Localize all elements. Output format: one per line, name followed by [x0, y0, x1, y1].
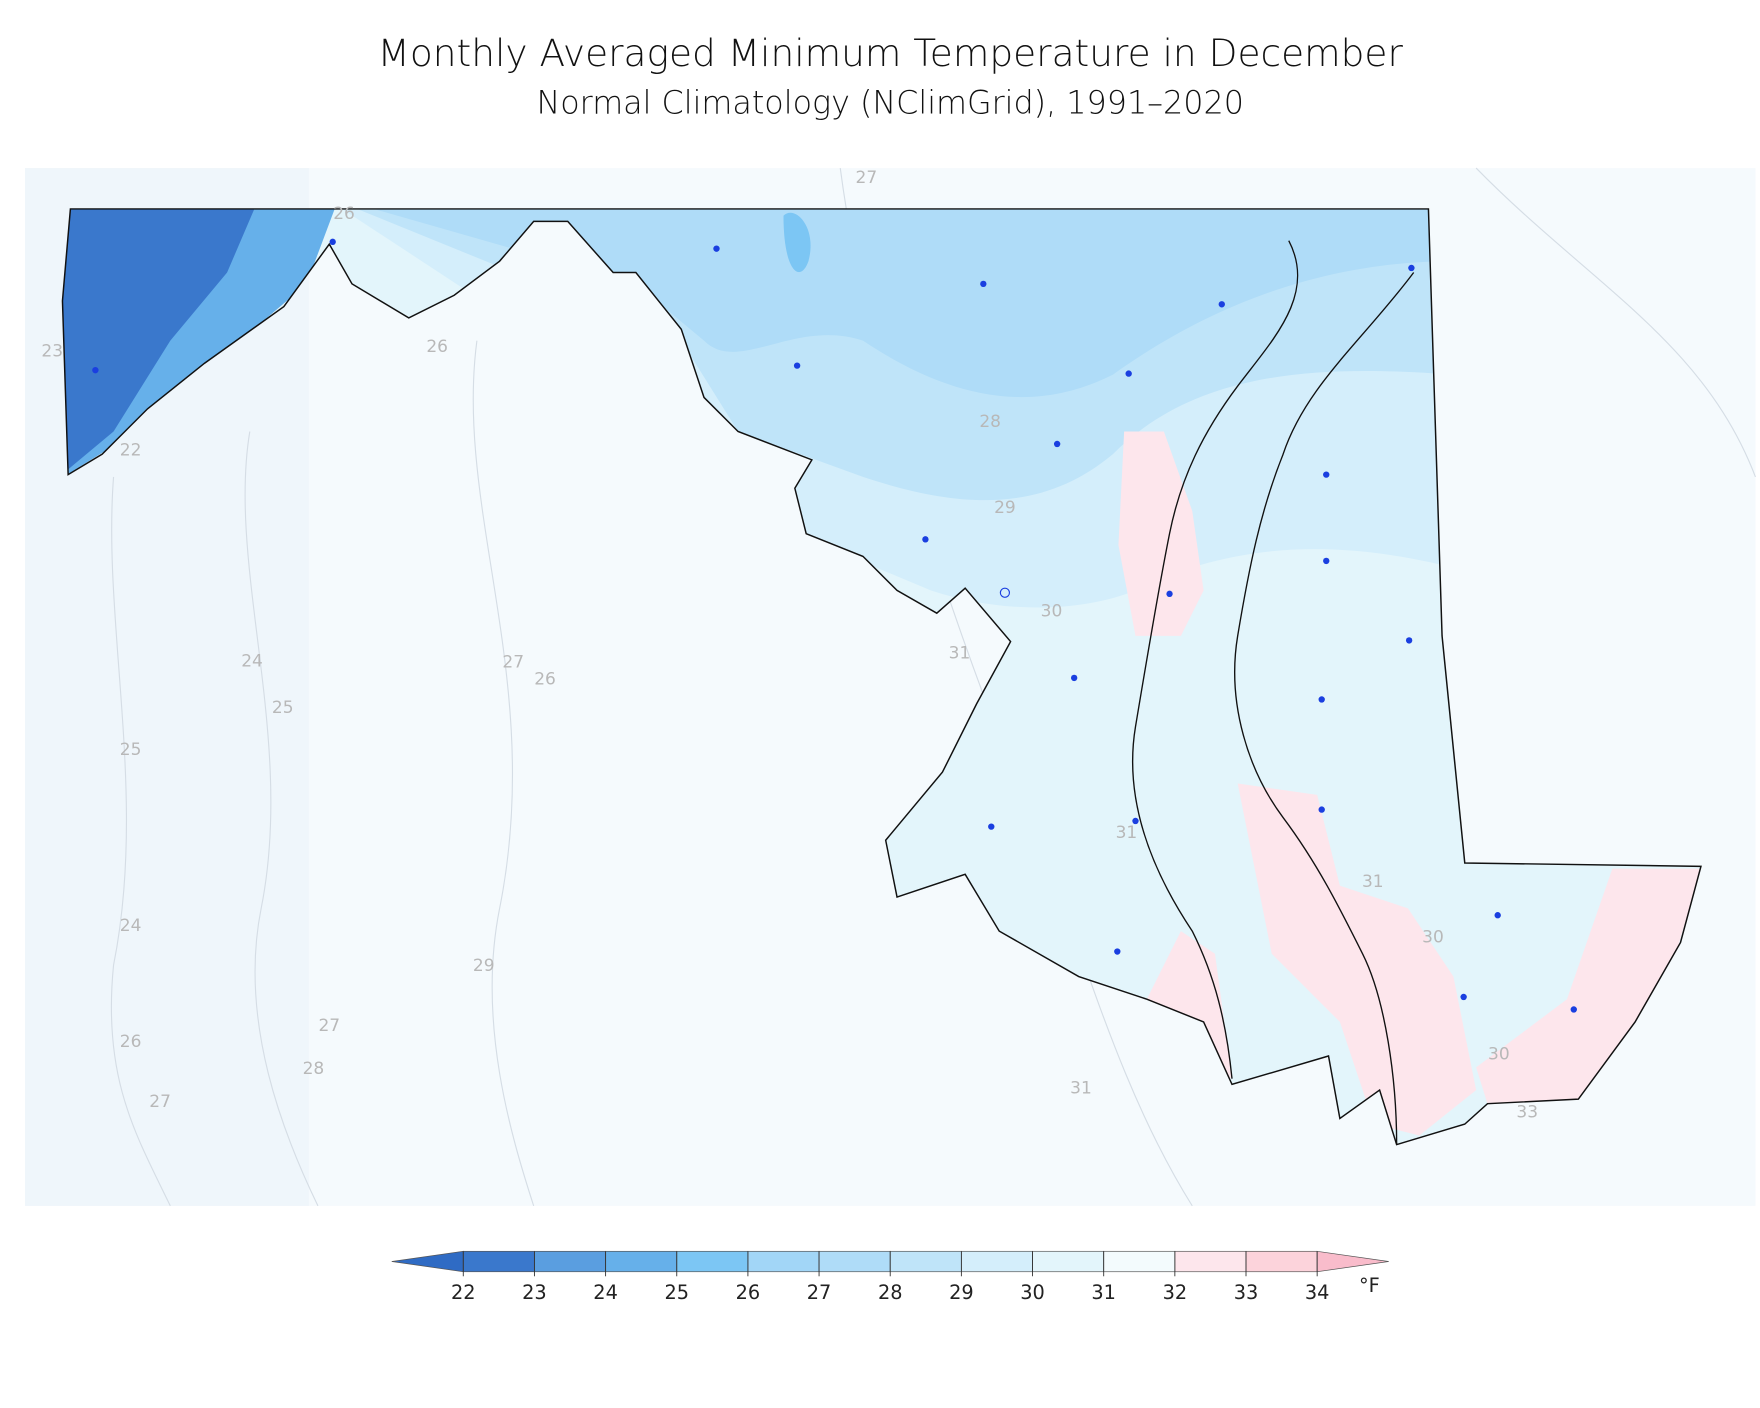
colorbar-segment — [462, 1250, 535, 1273]
station-dot — [329, 238, 336, 246]
colorbar-segment — [676, 1250, 749, 1273]
colorbar: 22 23 24 25 26 27 28 29 30 31 32 33 34 °F — [391, 1250, 1389, 1304]
colorbar-tick-label: 32 — [1163, 1281, 1188, 1304]
contour-label: 24 — [241, 652, 263, 672]
colorbar-tick-label: 26 — [736, 1281, 761, 1304]
contour-label: 26 — [333, 204, 355, 224]
station-dot — [713, 245, 720, 252]
station-dot — [1460, 993, 1467, 1001]
station-dot — [1125, 370, 1132, 377]
colorbar-tick-label: 33 — [1234, 1281, 1259, 1304]
colorbar-segment — [605, 1250, 678, 1273]
contour-label: 27 — [856, 168, 878, 188]
colorbar-segment — [1245, 1250, 1318, 1273]
contour-label: 26 — [534, 670, 556, 690]
colorbar-segment — [747, 1250, 820, 1273]
station-dot — [1405, 637, 1413, 644]
contour-label: 27 — [502, 653, 524, 673]
colorbar-tick-label: 28 — [878, 1281, 903, 1304]
contour-label: 25 — [120, 740, 142, 760]
contour-label: 25 — [272, 698, 294, 718]
contour-label: 29 — [994, 498, 1016, 518]
station-dot — [1218, 301, 1225, 308]
contour-label: 28 — [303, 1059, 325, 1079]
colorbar-tick-label: 29 — [949, 1281, 974, 1304]
contour-label: 31 — [1362, 872, 1384, 892]
contour-label: 26 — [426, 337, 448, 357]
contour-label: 30 — [1422, 927, 1444, 947]
station-dot — [1318, 806, 1325, 813]
station-dot — [1494, 912, 1501, 919]
colorbar-tick-label: 34 — [1305, 1281, 1330, 1304]
station-dot — [1323, 471, 1330, 478]
station-dot — [922, 536, 929, 543]
colorbar-tick-label: 30 — [1020, 1281, 1045, 1304]
contour-label: 31 — [1116, 823, 1138, 843]
contour-label: 28 — [979, 412, 1001, 432]
colorbar-high-extension — [1316, 1250, 1389, 1273]
colorbar-segment — [818, 1250, 891, 1273]
colorbar-tick-label: 27 — [807, 1281, 832, 1304]
station-dot — [1570, 1006, 1577, 1013]
contour-label: 24 — [120, 916, 142, 936]
map-subtitle: Normal Climatology (NClimGrid), 1991–202… — [536, 85, 1243, 122]
colorbar-unit: °F — [1359, 1274, 1380, 1297]
contour-label: 27 — [318, 1016, 340, 1036]
colorbar-tick-label: 24 — [593, 1281, 618, 1304]
contour-label: 30 — [1041, 602, 1063, 622]
station-dot — [1070, 674, 1078, 682]
station-dot — [793, 362, 801, 369]
colorbar-tick-label: 22 — [451, 1281, 476, 1304]
station-dot — [980, 280, 987, 288]
colorbar-low-extension — [391, 1250, 464, 1273]
map-title: Monthly Averaged Minimum Temperature in … — [378, 31, 1404, 75]
colorbar-tick-label: 31 — [1091, 1281, 1116, 1304]
contour-label: 33 — [1516, 1102, 1538, 1122]
colorbar-segment — [1103, 1250, 1176, 1273]
colorbar-segment — [534, 1250, 606, 1273]
contour-labels: 27 26 23 26 22 28 29 30 31 24 27 26 25 25 31 31 24 29 30 27… — [41, 168, 1538, 1123]
station-dot — [1323, 557, 1330, 565]
colorbar-tick-label: 25 — [664, 1281, 689, 1304]
state-outline — [61, 208, 1702, 1146]
station-dot — [1114, 948, 1121, 955]
contour-label: 31 — [949, 644, 971, 664]
contour-label: 31 — [1070, 1078, 1092, 1098]
colorbar-tick-label: 23 — [522, 1281, 547, 1304]
contour-label: 23 — [41, 342, 63, 362]
station-dot — [92, 366, 99, 374]
station-dot — [1408, 264, 1415, 272]
station-dot — [1132, 817, 1139, 825]
colorbar-segment — [889, 1250, 962, 1273]
contour-label: 27 — [149, 1092, 171, 1112]
station-dot — [1318, 696, 1325, 703]
station-ring — [999, 587, 1011, 598]
station-dot — [988, 823, 995, 830]
contour-label: 22 — [120, 440, 142, 460]
bay-shoreline — [1131, 240, 1415, 1145]
station-dot — [1166, 590, 1173, 598]
contour-label: 29 — [473, 956, 495, 976]
colorbar-segment — [1174, 1250, 1247, 1273]
contour-label: 26 — [120, 1032, 142, 1052]
station-dot — [1053, 440, 1061, 448]
contour-label: 30 — [1488, 1044, 1510, 1064]
stations — [92, 238, 1577, 1013]
colorbar-segment — [1032, 1250, 1105, 1273]
colorbar-segment — [961, 1250, 1033, 1273]
